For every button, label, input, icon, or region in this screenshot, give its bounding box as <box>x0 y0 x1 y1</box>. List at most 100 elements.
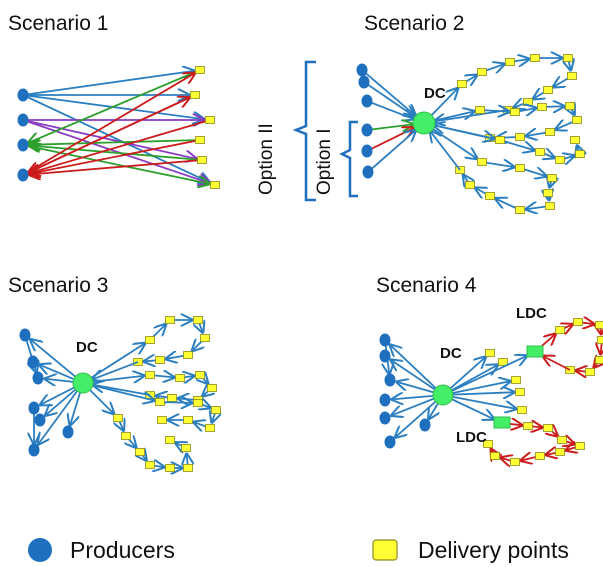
delivery-point-node <box>543 189 553 197</box>
delivery-point-node <box>498 358 508 366</box>
delivery-point-node <box>145 371 155 379</box>
delivery-point-node <box>181 444 191 452</box>
producer-node <box>17 138 29 152</box>
delivery-point-node <box>113 414 123 422</box>
edge-arrow <box>22 144 209 184</box>
delivery-point-node <box>510 108 520 116</box>
producer-node <box>379 411 391 425</box>
delivery-point-node <box>200 334 210 342</box>
option-2-bracket <box>292 60 316 202</box>
edge-arrow <box>395 394 444 437</box>
edge-arrow <box>29 159 203 174</box>
delivery-point-node <box>575 442 585 450</box>
delivery-point-node <box>555 448 565 456</box>
scenario-1-title: Scenario 1 <box>8 12 108 35</box>
scenario-4-title: Scenario 4 <box>376 274 477 297</box>
local-distribution-center-node <box>526 345 544 358</box>
producer-node <box>28 401 40 415</box>
edge-arrow <box>442 356 527 396</box>
delivery-point-node <box>145 461 155 469</box>
delivery-point-node <box>515 206 525 214</box>
producer-node <box>361 144 373 158</box>
distribution-center-node <box>72 372 94 394</box>
producer-node <box>17 113 29 127</box>
edge-arrow <box>29 140 201 145</box>
edge-arrow <box>22 119 209 183</box>
producer-node <box>361 94 373 108</box>
scenario-4-dc-label: DC <box>440 345 462 362</box>
edge-arrow <box>442 381 510 396</box>
delivery-point-node <box>210 181 220 189</box>
producer-node <box>361 123 373 137</box>
edge-arrow <box>499 139 534 150</box>
delivery-point-node <box>515 133 525 141</box>
producer-node <box>362 165 374 179</box>
edge-arrow <box>22 73 195 176</box>
edge-arrow <box>22 98 190 176</box>
edge-arrow <box>366 124 413 130</box>
delivery-point-node <box>157 416 167 424</box>
edge-arrow <box>423 122 494 139</box>
delivery-point-node <box>465 181 475 189</box>
producer-node <box>19 328 31 342</box>
delivery-point-node <box>597 336 603 344</box>
delivery-point-node <box>485 192 495 200</box>
edge-arrow <box>29 139 201 174</box>
producer-node <box>419 418 431 432</box>
delivery-point-node <box>585 368 595 376</box>
option-1-bracket <box>339 120 358 198</box>
delivery-point-node <box>183 416 193 424</box>
producer-legend-icon <box>28 538 52 562</box>
edge-arrow <box>442 394 516 409</box>
edge-arrow <box>92 361 139 379</box>
delivery-point-node <box>570 136 580 144</box>
delivery-point-node <box>155 398 165 406</box>
delivery-point-node <box>485 349 495 357</box>
scenario-4-network <box>379 319 603 466</box>
delivery-point-node <box>195 66 205 74</box>
delivery-point-node <box>523 98 533 106</box>
producer-node <box>34 413 46 427</box>
option-2-label: Option II <box>256 123 277 195</box>
delivery-point-node <box>523 422 533 430</box>
edge-arrow <box>38 382 84 444</box>
delivery-point-node <box>565 102 575 110</box>
local-distribution-center-node <box>493 416 511 429</box>
distribution-center-node <box>412 111 436 135</box>
producers-legend-label: Producers <box>70 537 175 563</box>
delivery-point-node <box>511 376 521 384</box>
edge-arrow <box>159 402 192 403</box>
delivery-point-node <box>195 136 205 144</box>
producer-node <box>27 355 39 369</box>
producer-node <box>17 168 29 182</box>
producer-node <box>62 425 74 439</box>
edge-arrow <box>442 392 514 395</box>
delivery-point-node <box>543 424 553 432</box>
delivery-point-node <box>211 406 221 414</box>
delivery-point-node <box>477 68 487 76</box>
delivery-point-node <box>567 72 577 80</box>
delivery-point-legend-icon <box>372 539 398 561</box>
delivery-point-node <box>195 371 205 379</box>
delivery-point-node <box>535 452 545 460</box>
delivery-point-node <box>595 321 603 329</box>
delivery-point-node <box>547 174 557 182</box>
delivery-point-node <box>572 116 582 124</box>
delivery-point-node <box>165 464 175 472</box>
edge-arrow <box>29 119 211 173</box>
delivery-point-node <box>190 91 200 99</box>
delivery-point-node <box>121 432 131 440</box>
scenario-3-dc-label: DC <box>76 339 98 356</box>
edge-arrow <box>82 382 154 401</box>
scenario-3-network <box>19 317 221 472</box>
edge-arrow <box>22 119 196 159</box>
scenario-4-ldc-label-top: LDC <box>516 305 547 322</box>
delivery-point-node <box>543 86 553 94</box>
delivery-point-node <box>175 374 185 382</box>
delivery-point-node <box>530 54 540 62</box>
producer-node <box>32 371 44 385</box>
delivery-point-node <box>537 103 547 111</box>
delivery-point-node <box>167 394 177 402</box>
scenario-2-network <box>356 54 585 214</box>
